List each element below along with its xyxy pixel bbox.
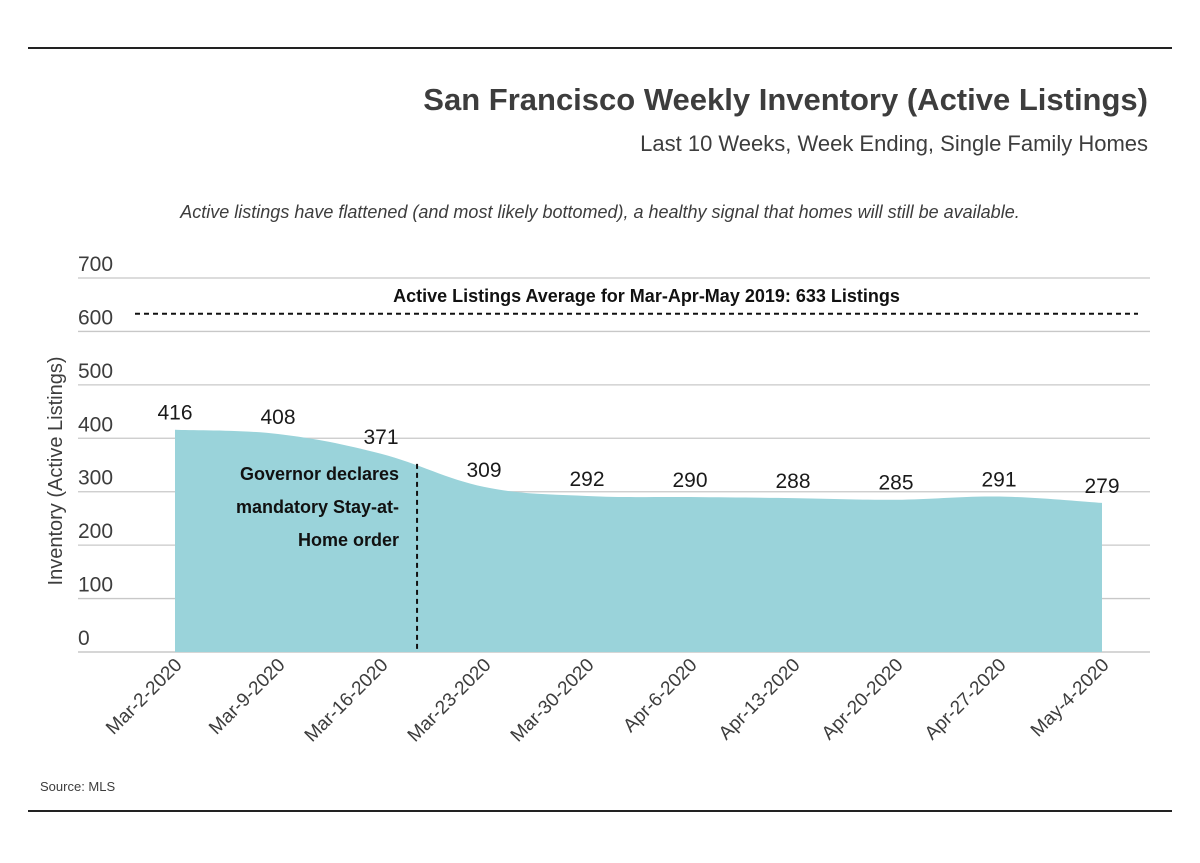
y-tick-label: 200: [78, 520, 113, 543]
x-tick-label: Apr-6-2020: [619, 655, 701, 737]
y-tick-label: 0: [78, 627, 90, 650]
event-marker-label: Governor declares: [240, 464, 399, 484]
x-tick-label: Apr-20-2020: [818, 655, 908, 745]
source-note: Source: MLS: [40, 779, 116, 794]
x-tick-label: Mar-16-2020: [301, 655, 393, 747]
event-marker-label: mandatory Stay-at-: [236, 497, 399, 517]
chart-annotation-note: Active listings have flattened (and most…: [180, 202, 1020, 222]
y-tick-label: 700: [78, 253, 113, 276]
data-label: 408: [260, 406, 295, 429]
data-label: 279: [1084, 475, 1119, 498]
data-label: 285: [878, 472, 913, 495]
x-tick-label: Mar-23-2020: [404, 655, 496, 747]
reference-line-label: Active Listings Average for Mar-Apr-May …: [393, 286, 900, 306]
x-tick-label: Apr-13-2020: [715, 655, 805, 745]
data-label: 416: [157, 402, 192, 425]
y-tick-label: 500: [78, 360, 113, 383]
x-tick-label: May-4-2020: [1027, 655, 1114, 742]
x-tick-label: Mar-9-2020: [205, 655, 289, 739]
x-tick-label: Apr-27-2020: [921, 655, 1011, 745]
y-axis-label: Inventory (Active Listings): [45, 357, 67, 586]
chart-subtitle: Last 10 Weeks, Week Ending, Single Famil…: [640, 131, 1148, 156]
top-rule: [28, 47, 1172, 49]
data-label: 291: [981, 469, 1016, 492]
inventory-area: [175, 429, 1102, 652]
chart-title: San Francisco Weekly Inventory (Active L…: [423, 82, 1148, 117]
y-tick-label: 300: [78, 467, 113, 490]
data-label: 292: [569, 468, 604, 491]
y-tick-label: 400: [78, 413, 113, 436]
data-label: 290: [672, 469, 707, 492]
data-label: 371: [363, 426, 398, 449]
x-tick-label: Mar-30-2020: [507, 655, 599, 747]
data-label: 288: [775, 470, 810, 493]
data-label: 309: [466, 459, 501, 482]
bottom-rule: [28, 810, 1172, 812]
x-tick-label: Mar-2-2020: [102, 655, 186, 739]
event-marker-label: Home order: [298, 530, 399, 550]
y-tick-label: 100: [78, 574, 113, 597]
y-tick-label: 600: [78, 306, 113, 329]
